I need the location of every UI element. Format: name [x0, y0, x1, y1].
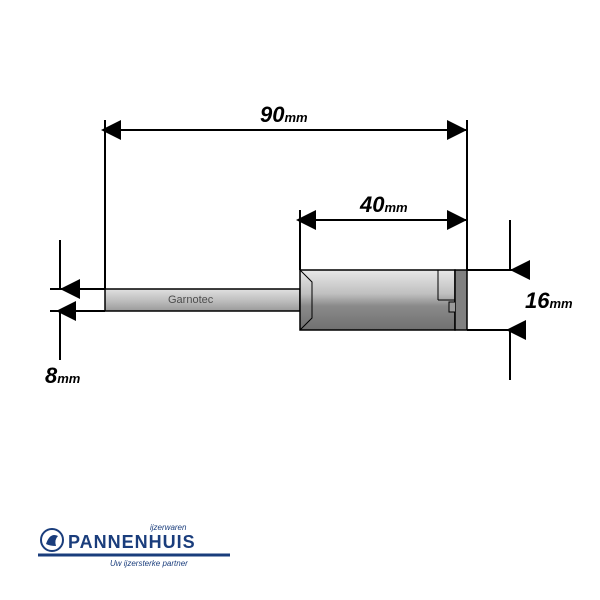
logo-secondary: ijzerwaren [150, 523, 187, 532]
logo-tagline: Uw ijzersterke partner [110, 559, 188, 568]
brand-logo: ijzerwaren PANNENHUIS Uw ijzersterke par… [38, 523, 230, 568]
dim-overall-length: 90mm [105, 102, 467, 289]
dimensions: 90mm 40mm 16mm 8mm [45, 102, 573, 388]
dim-body-length: 40mm [300, 192, 467, 270]
dim-body-value: 40mm [359, 192, 408, 217]
dim-body-height: 16mm [467, 220, 573, 380]
dim-shank-height-value: 8mm [45, 363, 81, 388]
dim-overall-value: 90mm [260, 102, 308, 127]
dim-shank-height: 8mm [45, 240, 105, 388]
cutter-tip [455, 270, 467, 330]
cutter-body [300, 270, 455, 330]
brand-on-part: Garnotec [168, 294, 214, 306]
dim-body-height-value: 16mm [525, 288, 573, 313]
logo-primary: PANNENHUIS [68, 532, 196, 552]
router-bit: Garnotec [105, 270, 467, 330]
diagram-canvas: Garnotec 90mm 40mm 16mm [0, 0, 600, 600]
